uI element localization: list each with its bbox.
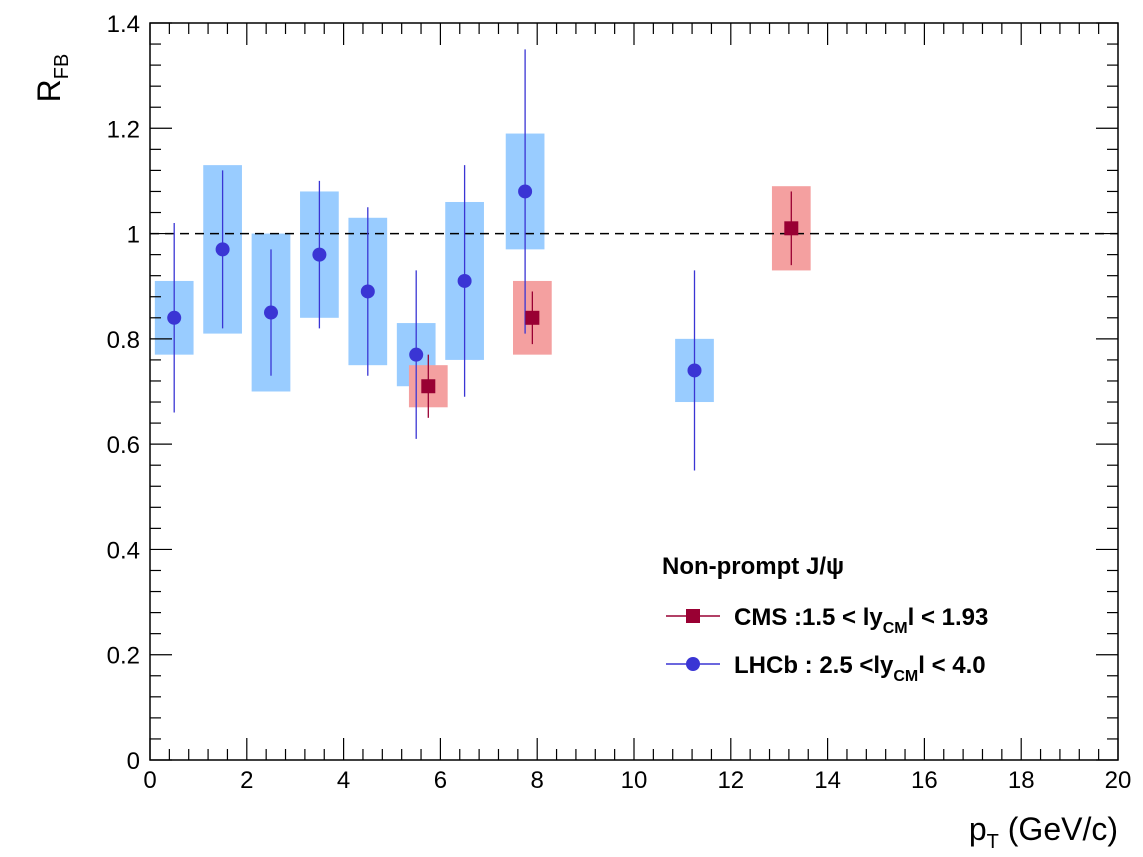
legend-cms-marker [686, 609, 700, 623]
x-axis-title-main: p [969, 811, 987, 847]
cms-point-0 [421, 379, 436, 394]
y-tick-label: 1.4 [107, 11, 140, 38]
legend-cms-label: CMS :1.5 < lyCMl < 1.93 [734, 604, 988, 637]
legend-lhcb-label-sub: CM [893, 668, 918, 685]
lhcb-point-5 [409, 347, 424, 362]
cms-point-1 [525, 310, 540, 325]
y-tick-label: 0.2 [107, 643, 140, 670]
y-tick-label: 0.4 [107, 537, 140, 564]
axes-layer: 0 2 4 6 8 10 12 14 16 18 20 0 0.2 0.4 0.6 0.8 1 1.2 1.4 [107, 11, 1132, 794]
x-tick-label: 20 [1105, 767, 1132, 794]
lhcb-point-7 [518, 184, 533, 199]
markers-layer [167, 184, 799, 394]
lhcb-point-1 [215, 242, 230, 257]
x-tick-label: 18 [1008, 767, 1035, 794]
y-tick-label: 0 [127, 748, 140, 775]
x-tick-label: 2 [240, 767, 253, 794]
x-tick-label: 12 [717, 767, 744, 794]
y-tick-label: 1.2 [107, 116, 140, 143]
y-tick-label: 0.8 [107, 327, 140, 354]
lhcb-point-8 [687, 363, 702, 378]
lhcb-point-4 [360, 284, 375, 299]
x-axis-title-sub: T [987, 831, 999, 853]
x-tick-label: 4 [337, 767, 350, 794]
lhcb-point-3 [312, 247, 327, 262]
legend-lhcb-label: LHCb : 2.5 <lyCMl < 4.0 [734, 652, 986, 685]
lhcb-point-6 [457, 273, 472, 288]
x-tick-label: 10 [621, 767, 648, 794]
legend-lhcb-label-p1: LHCb : 2.5 <ly [734, 652, 894, 679]
x-tick-label: 14 [814, 767, 841, 794]
x-tick-label: 0 [143, 767, 156, 794]
y-tick-label: 0.6 [107, 432, 140, 459]
legend: Non-prompt J/ψ CMS :1.5 < lyCMl < 1.93 L… [662, 553, 988, 685]
lhcb-point-2 [264, 305, 278, 320]
legend-cms-label-sub: CM [883, 620, 908, 637]
x-axis-title: pT (GeV/c) [969, 811, 1118, 853]
y-tick-label: 1 [127, 222, 140, 249]
y-axis-title: RFB [31, 54, 73, 103]
x-axis-title-rest: (GeV/c) [999, 811, 1118, 847]
legend-lhcb-marker [686, 657, 700, 671]
y-axis-title-sub: FB [51, 54, 73, 80]
legend-lhcb-label-p2: l < 4.0 [918, 652, 985, 679]
x-tick-label: 16 [911, 767, 938, 794]
x-tick-label: 8 [531, 767, 544, 794]
lhcb-point-0 [167, 310, 182, 325]
y-axis-title-main: R [31, 79, 67, 102]
sys-bands-layer [154, 133, 811, 408]
plot-frame [149, 22, 1119, 761]
legend-cms-label-p1: CMS :1.5 < ly [734, 604, 883, 631]
cms-point-2 [784, 221, 799, 236]
x-tick-label: 6 [434, 767, 447, 794]
legend-cms-label-p2: l < 1.93 [908, 604, 989, 631]
legend-title: Non-prompt J/ψ [662, 553, 844, 580]
